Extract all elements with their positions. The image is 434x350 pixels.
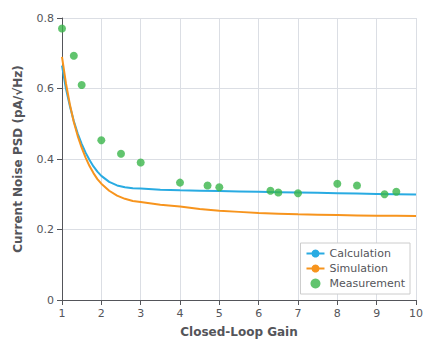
svg-text:5: 5: [216, 307, 223, 320]
svg-text:Closed-Loop Gain: Closed-Loop Gain: [180, 325, 298, 339]
svg-text:1: 1: [59, 307, 66, 320]
svg-text:3: 3: [137, 307, 144, 320]
svg-text:Measurement: Measurement: [329, 277, 405, 290]
svg-text:8: 8: [334, 307, 341, 320]
svg-text:10: 10: [409, 307, 423, 320]
svg-text:0.8: 0.8: [37, 12, 55, 25]
svg-text:2: 2: [98, 307, 105, 320]
svg-text:6: 6: [255, 307, 262, 320]
svg-text:7: 7: [295, 307, 302, 320]
svg-text:Simulation: Simulation: [329, 262, 388, 275]
svg-text:0.6: 0.6: [37, 82, 55, 95]
svg-text:0: 0: [47, 294, 54, 307]
svg-text:Calculation: Calculation: [329, 247, 390, 260]
svg-text:4: 4: [177, 307, 184, 320]
svg-text:0.4: 0.4: [37, 153, 55, 166]
svg-text:Current Noise PSD (pA/√Hz): Current Noise PSD (pA/√Hz): [11, 65, 25, 252]
svg-text:9: 9: [373, 307, 380, 320]
svg-text:0.2: 0.2: [37, 223, 55, 236]
